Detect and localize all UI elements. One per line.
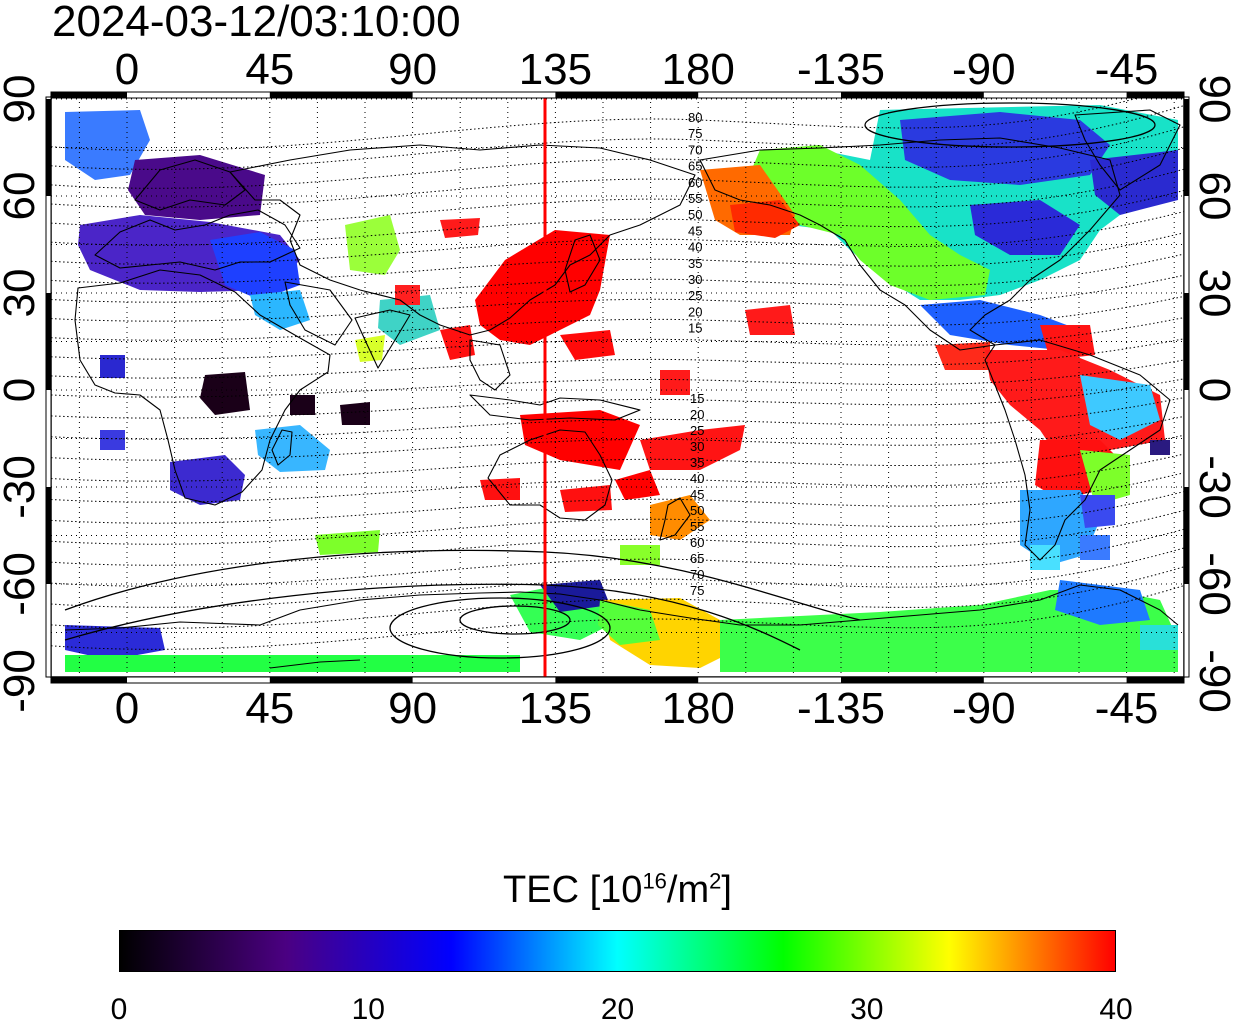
contour-label: 40 [688,240,702,255]
contour-label: 55 [688,191,702,206]
solid-contours [64,102,1156,659]
left-lat-label: -30 [0,455,44,519]
contour-label: 45 [690,487,704,502]
top-lon-label: 0 [115,45,139,94]
right-lat-label: 60 [1190,172,1235,221]
top-lon-label: 45 [245,45,294,94]
right-lat-label: -90 [1190,649,1235,713]
tec-data-patches [65,105,1178,672]
contour-label: 20 [688,304,702,319]
colorbar-tick-label: 20 [600,993,635,1026]
axis-tick-bars [45,91,1190,684]
map-title: 2024-03-12/03:10:00 [52,0,461,46]
contour-label: 25 [688,288,702,303]
contour-label: 70 [688,142,702,157]
contour-label: 50 [688,207,702,222]
contour-label: 75 [690,583,704,598]
left-lat-label: 30 [0,269,44,318]
colorbar-tick-label: 30 [850,993,884,1026]
contour-lines [51,97,1184,650]
top-lon-label: 180 [661,45,734,94]
bottom-lon-label: 135 [519,684,592,733]
contour-labels: 8075706560555045403530252015152025303540… [688,110,704,598]
contour-label: 15 [688,321,702,336]
contour-label: 40 [690,471,704,486]
contour-label: 45 [688,223,702,238]
contour-label: 50 [690,503,704,518]
right-lat-label: -30 [1190,455,1235,519]
contour-label: 60 [690,535,704,550]
colorbar-tick-label: 0 [110,993,128,1026]
left-lat-label: 0 [0,378,44,402]
contour-label: 35 [690,455,704,470]
contour-label: 55 [690,519,704,534]
contour-label: 25 [690,423,704,438]
contour-label: 60 [688,175,702,190]
contour-label: 65 [688,159,702,174]
bottom-lon-label: -90 [952,684,1016,733]
top-lon-label: -135 [797,45,885,94]
tec-map: 8075706560555045403530252015152025303540… [0,45,1235,733]
contour-label: 30 [688,272,702,287]
contour-label: 35 [688,256,702,271]
contour-label: 30 [690,439,704,454]
contour-label: 15 [690,391,704,406]
bottom-lon-label: -135 [797,684,885,733]
contour-label: 75 [688,126,702,141]
left-lat-label: 60 [0,172,44,221]
contour-label: 20 [690,407,704,422]
top-lon-label: -45 [1095,45,1159,94]
bottom-lon-label: 45 [245,684,294,733]
contour-label: 70 [690,567,704,582]
right-lat-label: -60 [1190,552,1235,616]
right-lat-label: 0 [1190,378,1235,402]
top-lon-label: -90 [952,45,1016,94]
axis-labels: 0 45 90 135 180 -135 -90 -450 45 90 135 180 -135 -90-… [0,45,1235,733]
colorbar [119,930,1116,972]
left-lat-label: -90 [0,649,44,713]
colorbar-tick-label: 40 [1099,993,1133,1026]
bottom-lon-label: 90 [388,684,437,733]
bottom-lon-label: 0 [115,684,139,733]
colorbar-tick-label: 10 [351,993,385,1026]
contour-label: 80 [688,110,702,125]
left-lat-label: -60 [0,552,44,616]
right-lat-label: 30 [1190,269,1235,318]
bottom-lon-label: -45 [1095,684,1159,733]
graticule-grid [51,97,1184,677]
contour-label: 65 [690,551,704,566]
top-lon-label: 90 [388,45,437,94]
right-lat-label: 90 [1190,75,1235,124]
bottom-lon-label: 180 [661,684,734,733]
left-lat-label: 90 [0,75,44,124]
colorbar-label: TEC [1016/m2] [503,868,732,911]
top-lon-label: 135 [519,45,592,94]
